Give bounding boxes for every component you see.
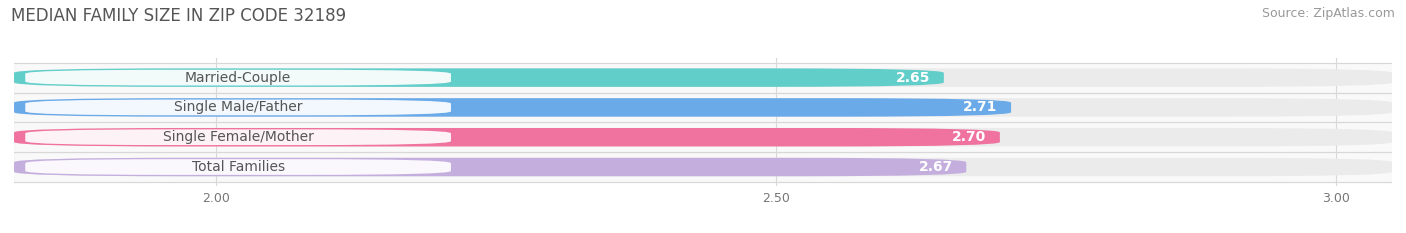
Bar xyxy=(14,122,1392,152)
FancyBboxPatch shape xyxy=(14,128,1392,147)
Text: 2.71: 2.71 xyxy=(963,100,998,114)
Bar xyxy=(14,93,1392,122)
Text: Single Female/Mother: Single Female/Mother xyxy=(163,130,314,144)
FancyBboxPatch shape xyxy=(14,98,1011,117)
Text: 2.70: 2.70 xyxy=(952,130,987,144)
Text: Single Male/Father: Single Male/Father xyxy=(174,100,302,114)
FancyBboxPatch shape xyxy=(25,99,451,115)
FancyBboxPatch shape xyxy=(14,158,966,176)
Text: Married-Couple: Married-Couple xyxy=(186,71,291,85)
FancyBboxPatch shape xyxy=(14,68,943,87)
Text: 2.67: 2.67 xyxy=(918,160,953,174)
FancyBboxPatch shape xyxy=(25,70,451,86)
FancyBboxPatch shape xyxy=(25,129,451,145)
FancyBboxPatch shape xyxy=(25,159,451,175)
FancyBboxPatch shape xyxy=(14,98,1392,117)
Bar xyxy=(14,63,1392,93)
FancyBboxPatch shape xyxy=(14,68,1392,87)
FancyBboxPatch shape xyxy=(14,128,1000,147)
Text: Total Families: Total Families xyxy=(191,160,284,174)
FancyBboxPatch shape xyxy=(14,158,1392,176)
Text: Source: ZipAtlas.com: Source: ZipAtlas.com xyxy=(1261,7,1395,20)
Bar xyxy=(14,152,1392,182)
Text: 2.65: 2.65 xyxy=(896,71,931,85)
Text: MEDIAN FAMILY SIZE IN ZIP CODE 32189: MEDIAN FAMILY SIZE IN ZIP CODE 32189 xyxy=(11,7,346,25)
